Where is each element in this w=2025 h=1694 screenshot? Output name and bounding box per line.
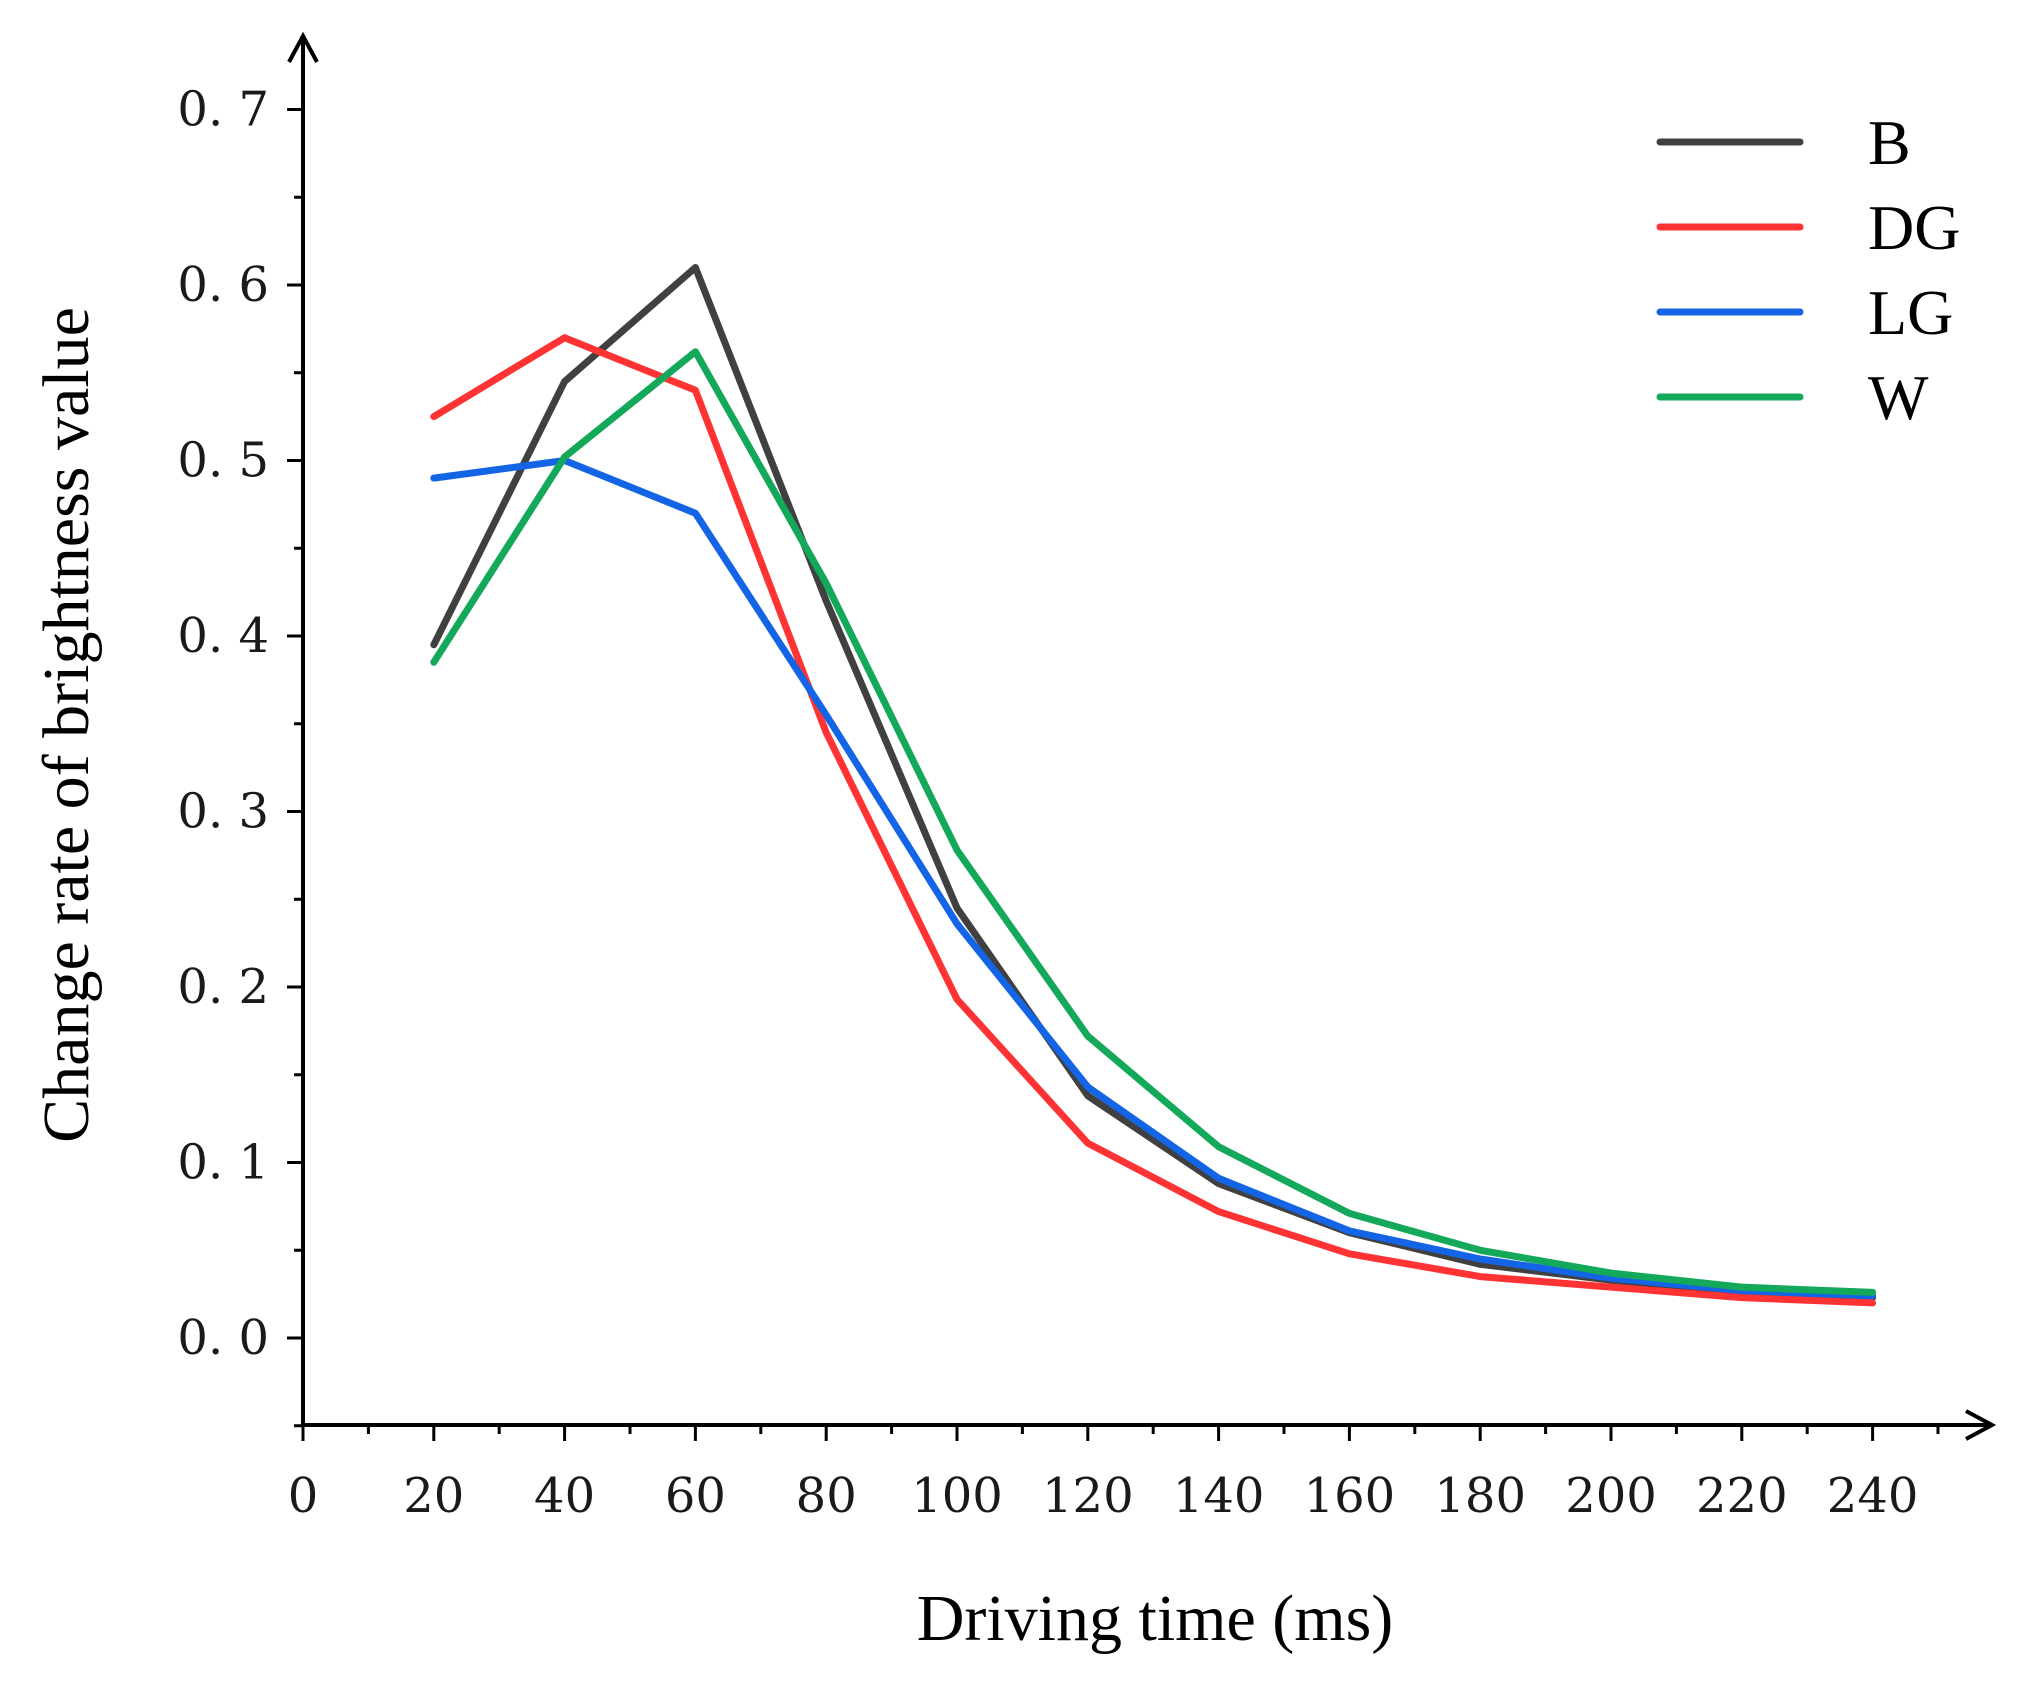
x-tick-label: 20 bbox=[403, 1468, 464, 1524]
y-axis-arrow bbox=[287, 31, 319, 63]
x-tick-label: 180 bbox=[1434, 1468, 1526, 1524]
y-tick-label: 0. 0 bbox=[177, 1310, 269, 1366]
x-tick-label: 0 bbox=[288, 1468, 319, 1524]
x-tick-label: 200 bbox=[1565, 1468, 1657, 1524]
y-axis-title: Change rate of brightness value bbox=[30, 307, 103, 1143]
series-line-dg bbox=[430, 334, 1877, 1307]
x-tick-label: 60 bbox=[665, 1468, 726, 1524]
x-axis-title: Driving time (ms) bbox=[917, 1582, 1394, 1655]
series-lines bbox=[430, 264, 1877, 1307]
legend-label-b: B bbox=[1868, 107, 1911, 178]
legend-label-lg: LG bbox=[1868, 277, 1953, 348]
y-tick-label: 0. 1 bbox=[177, 1135, 269, 1191]
series-line-w bbox=[430, 348, 1877, 1296]
y-tick-label: 0. 2 bbox=[177, 959, 269, 1015]
axes bbox=[287, 31, 1997, 1441]
y-tick-label: 0. 5 bbox=[177, 433, 269, 489]
x-tick-label: 240 bbox=[1827, 1468, 1919, 1524]
legend-label-dg: DG bbox=[1868, 192, 1960, 263]
y-tick-label: 0. 3 bbox=[177, 784, 269, 840]
x-axis-ticks: 0 20 40 60 80 100 120 140 160 180 200 220 240 bbox=[288, 1425, 1940, 1524]
x-axis-arrow bbox=[1965, 1409, 1997, 1441]
x-tick-label: 80 bbox=[796, 1468, 857, 1524]
legend-label-w: W bbox=[1868, 362, 1929, 433]
series-line-b bbox=[430, 264, 1877, 1302]
y-tick-label: 0. 4 bbox=[177, 608, 269, 664]
y-tick-label: 0. 6 bbox=[177, 257, 269, 313]
x-tick-label: 40 bbox=[534, 1468, 595, 1524]
legend: B DG LG W bbox=[1656, 107, 1960, 433]
x-tick-label: 120 bbox=[1042, 1468, 1134, 1524]
x-tick-label: 160 bbox=[1304, 1468, 1396, 1524]
x-tick-label: 140 bbox=[1173, 1468, 1265, 1524]
x-tick-label: 220 bbox=[1696, 1468, 1788, 1524]
series-line-lg bbox=[430, 457, 1877, 1300]
y-axis-ticks: 0. 0 0. 1 0. 2 0. 3 0. 4 0. 5 0. 6 0. 7 bbox=[177, 82, 303, 1428]
y-tick-label: 0. 7 bbox=[177, 82, 269, 138]
x-tick-label: 100 bbox=[911, 1468, 1003, 1524]
